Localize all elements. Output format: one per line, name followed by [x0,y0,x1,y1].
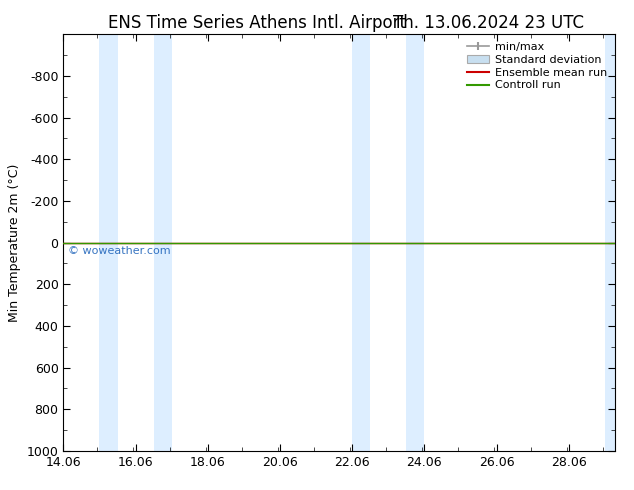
Bar [605,34,615,451]
Bar [352,34,370,451]
Bar [406,34,424,451]
Y-axis label: Min Temperature 2m (°C): Min Temperature 2m (°C) [8,163,21,322]
Legend: min/max, Standard deviation, Ensemble mean run, Controll run: min/max, Standard deviation, Ensemble me… [465,40,609,93]
Text: ENS Time Series Athens Intl. Airport: ENS Time Series Athens Intl. Airport [108,14,406,32]
Text: Th. 13.06.2024 23 UTC: Th. 13.06.2024 23 UTC [393,14,584,32]
Bar [100,34,117,451]
Bar [153,34,172,451]
Text: © woweather.com: © woweather.com [68,246,171,256]
